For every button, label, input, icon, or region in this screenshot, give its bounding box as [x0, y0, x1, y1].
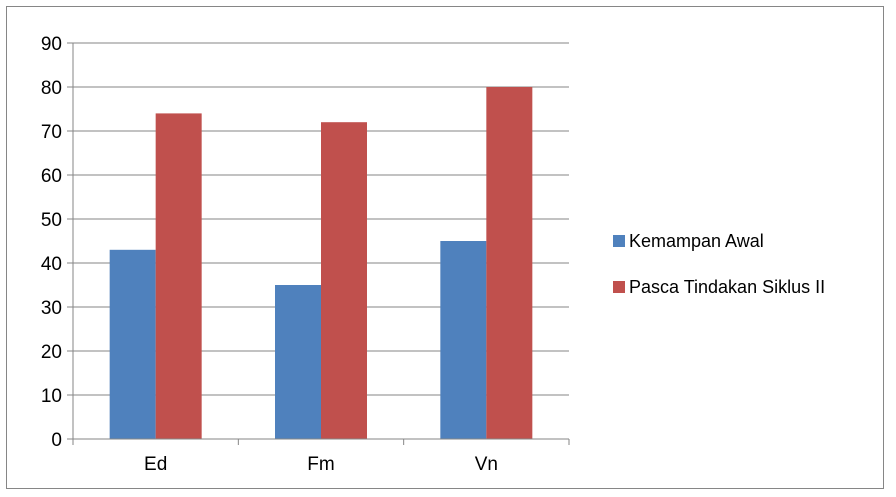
y-tick-label-80: 80 [41, 78, 62, 99]
bar-ed-series-1 [109, 249, 156, 439]
y-tick-label-70: 70 [41, 122, 62, 143]
legend: Kemampan Awal Pasca Tindakan Siklus II [613, 230, 825, 322]
axes [67, 42, 570, 445]
y-tick-label-10: 10 [41, 386, 62, 407]
y-tick-label-20: 20 [41, 342, 62, 363]
legend-item-series-1: Kemampan Awal [613, 230, 825, 252]
bar-fm-series-1 [275, 285, 321, 439]
chart-frame: 0 10 20 30 40 50 60 70 80 90 Ed Fm Vn Kemampan Awal… [6, 6, 884, 489]
y-tick-label-40: 40 [41, 254, 62, 275]
bars [109, 87, 533, 440]
y-tick-label-30: 30 [41, 298, 62, 319]
y-tick-labels: 0 10 20 30 40 50 60 70 80 90 [41, 34, 62, 451]
x-tick-labels: Ed Fm Vn [144, 454, 498, 475]
bar-vn-series-2 [486, 87, 533, 439]
bar-fm-series-2 [321, 122, 367, 439]
legend-swatch-series-2 [613, 281, 625, 293]
bar-chart: 0 10 20 30 40 50 60 70 80 90 Ed Fm Vn [41, 34, 570, 475]
legend-swatch-series-1 [613, 235, 625, 247]
bar-vn-series-1 [440, 241, 487, 439]
y-tick-label-90: 90 [41, 34, 62, 55]
y-tick-label-50: 50 [41, 210, 62, 231]
x-tick-label-fm: Fm [307, 454, 334, 475]
legend-label-series-1: Kemampan Awal [629, 230, 764, 251]
legend-item-series-2: Pasca Tindakan Siklus II [613, 276, 825, 298]
bar-ed-series-2 [155, 113, 202, 440]
x-tick-label-vn: Vn [475, 454, 498, 475]
y-tick-label-0: 0 [51, 430, 62, 451]
legend-label-series-2: Pasca Tindakan Siklus II [629, 276, 826, 297]
x-tick-label-ed: Ed [144, 454, 167, 475]
y-tick-label-60: 60 [41, 166, 62, 187]
